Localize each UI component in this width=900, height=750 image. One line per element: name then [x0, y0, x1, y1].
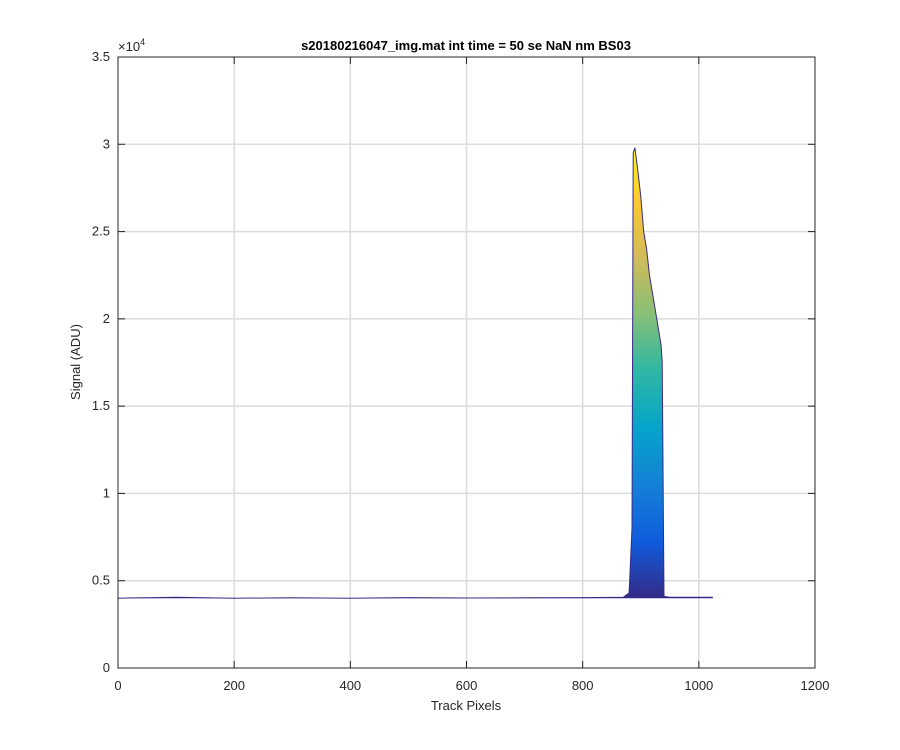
x-tick-label: 800	[572, 678, 594, 693]
series-area	[117, 147, 713, 599]
y-axis-label: Signal (ADU)	[68, 324, 83, 400]
y-exponent: ×104	[118, 37, 145, 54]
y-tick-label: 1.5	[92, 398, 110, 413]
x-tick-label: 1000	[684, 678, 713, 693]
y-tick-label: 0.5	[92, 573, 110, 588]
y-exponent-power: 4	[140, 37, 145, 47]
y-tick-label: 3	[103, 136, 110, 151]
x-axis-label: Track Pixels	[431, 698, 502, 713]
y-tick-label: 2.5	[92, 224, 110, 239]
y-tick-labels: 0 0.5 1 1.5 2 2.5 3 3.5	[92, 49, 110, 675]
x-tick-labels: 0 200 400 600 800 1000 1200	[114, 678, 829, 693]
x-tick-label: 400	[339, 678, 361, 693]
ticks	[117, 56, 816, 669]
x-tick-label: 600	[456, 678, 478, 693]
y-tick-label: 3.5	[92, 49, 110, 64]
x-tick-label: 1200	[801, 678, 830, 693]
signal-line	[117, 147, 713, 599]
y-tick-label: 0	[103, 660, 110, 675]
y-tick-label: 2	[103, 311, 110, 326]
y-tick-label: 1	[103, 485, 110, 500]
chart-title: s20180216047_img.mat int time = 50 se Na…	[301, 38, 631, 53]
x-tick-label: 0	[114, 678, 121, 693]
x-tick-label: 200	[223, 678, 245, 693]
signal-area	[118, 147, 713, 599]
y-exponent-base: ×10	[118, 39, 140, 54]
grid	[118, 57, 815, 668]
